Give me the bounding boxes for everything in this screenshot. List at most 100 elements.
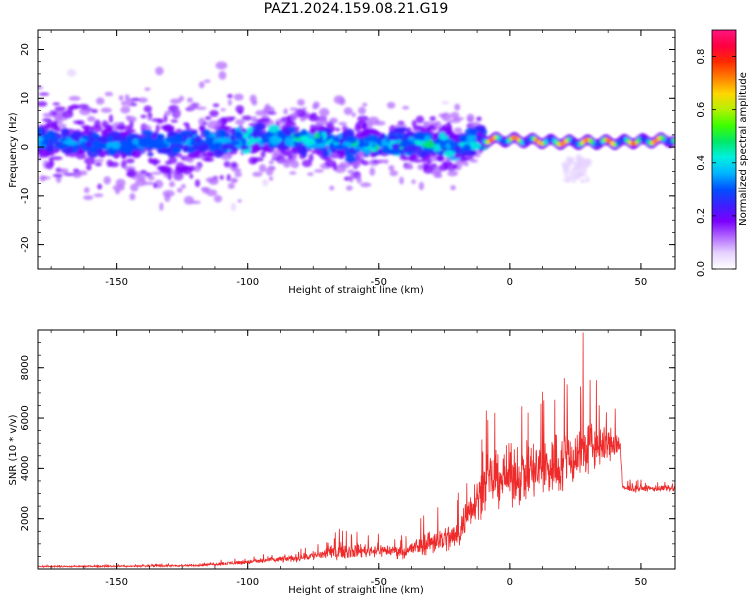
spectral-blob (399, 176, 404, 185)
spectrogram-y-tick-label: 0 (20, 144, 31, 150)
spectrogram-y-tick-label: 20 (20, 43, 31, 56)
spectral-blob (187, 104, 197, 111)
spectral-blob (213, 142, 223, 149)
spectral-blob (342, 141, 352, 147)
spectral-blob (388, 165, 395, 171)
spectral-blob (104, 91, 114, 97)
spectral-blob (100, 107, 112, 113)
spectral-blob (147, 152, 154, 157)
spectral-blob (563, 173, 569, 179)
spectral-blob (38, 92, 50, 96)
snr-y-tick-label: 8000 (20, 355, 31, 380)
spectral-blob (178, 95, 185, 102)
spectral-blob (418, 181, 425, 191)
spectral-blob (172, 171, 184, 181)
spectral-blob (63, 172, 76, 176)
spectral-blob (584, 158, 593, 166)
spectral-blob (358, 106, 366, 115)
spectral-blob (360, 129, 371, 138)
spectral-blob (183, 122, 189, 127)
spectral-blob (230, 202, 237, 212)
spectral-blob (164, 110, 172, 116)
spectral-blob (66, 68, 77, 77)
snr-x-tick-label: 0 (507, 577, 513, 588)
spectral-blob (252, 171, 263, 177)
spectral-blob (411, 119, 417, 128)
spectral-blob (283, 108, 288, 115)
spectral-blob (141, 129, 153, 136)
spectral-blob (140, 114, 147, 119)
spectral-blob (258, 117, 271, 123)
spectral-blob (476, 116, 482, 122)
spectral-blob (335, 127, 341, 132)
spectral-blob (181, 184, 186, 189)
spectral-blob (219, 175, 224, 180)
spectral-blob (338, 121, 348, 126)
spectral-blob (333, 144, 346, 151)
spectral-blob (388, 148, 400, 155)
spectral-blob (42, 139, 51, 146)
spectral-blob (469, 159, 479, 163)
spectral-blob (121, 100, 126, 106)
spectral-blob (103, 176, 111, 185)
spectral-blob (121, 159, 127, 169)
spectral-blob (95, 97, 105, 105)
spectral-blob (125, 158, 135, 164)
spectral-blob (97, 183, 103, 190)
spectral-blob (289, 171, 297, 175)
spectral-blob (163, 124, 174, 133)
spectral-blob (277, 160, 289, 164)
spectrogram-x-tick-label: -150 (105, 277, 128, 288)
snr-y-tick-label: 4000 (20, 456, 31, 481)
spectral-blob (234, 119, 245, 125)
spectral-blob (38, 101, 48, 107)
colorbar-gradient (712, 30, 736, 269)
spectral-blob (450, 111, 460, 119)
spectral-blob (347, 169, 354, 174)
colorbar-tick-label: 0.2 (696, 208, 707, 224)
spectral-blob (213, 195, 223, 203)
spectral-blob (195, 102, 200, 107)
spectral-blob (74, 131, 82, 138)
spectral-blob (441, 100, 450, 105)
spectral-blob (38, 85, 44, 90)
spectral-blob (147, 117, 153, 121)
spectral-blob (237, 110, 243, 115)
spectral-blob (189, 200, 201, 204)
spectral-blob (169, 98, 182, 104)
spectrogram-x-tick-label: 50 (635, 277, 648, 288)
spectral-blob (307, 172, 314, 176)
spectral-blob (438, 128, 444, 132)
spectral-blob (314, 169, 324, 173)
chart-title: PAZ1.2024.159.08.21.G19 (263, 1, 449, 17)
spectral-blob (138, 97, 148, 103)
spectral-blob (193, 165, 201, 172)
spectral-blob (343, 107, 353, 115)
spectral-blob (401, 156, 413, 161)
snr-y-tick-label: 6000 (20, 405, 31, 430)
spectral-blob (249, 136, 262, 143)
spectral-blob (381, 145, 391, 154)
spectral-blob (108, 114, 114, 124)
spectral-blob (429, 116, 436, 122)
spectral-blob (277, 132, 286, 139)
colorbar-tick-label: 0.8 (696, 49, 707, 65)
spectral-blob (269, 176, 274, 181)
spectral-blob (308, 153, 314, 162)
spectral-blob (207, 120, 220, 130)
spectrogram-ylabel: Frequency (Hz) (8, 112, 19, 188)
spectral-blob (349, 146, 355, 154)
spectral-blob (155, 124, 160, 132)
colorbar-tick-label: 0.0 (696, 261, 707, 277)
spectral-blob (38, 127, 42, 137)
spectral-blob (370, 129, 380, 136)
spectral-blob (93, 193, 104, 198)
spectral-blob (115, 124, 126, 130)
spectral-blob (262, 179, 269, 187)
spectral-blob (78, 170, 88, 176)
spectral-blob (227, 99, 232, 106)
spectral-blob (402, 106, 410, 110)
spectral-blob (289, 126, 296, 133)
spectral-blob (428, 124, 436, 130)
